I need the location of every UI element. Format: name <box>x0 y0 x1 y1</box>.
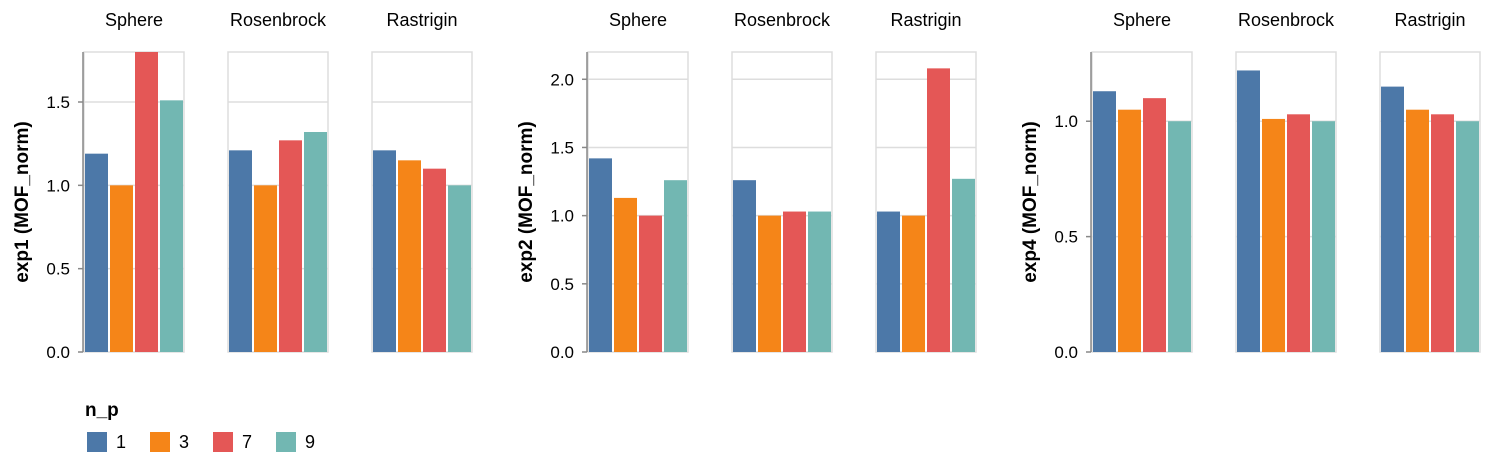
facet-title: Rastrigin <box>890 10 961 30</box>
legend-title: n_p <box>85 400 119 421</box>
bar <box>614 197 637 352</box>
facet-title: Rosenbrock <box>230 10 327 30</box>
bar <box>135 52 158 352</box>
bar <box>1287 114 1310 352</box>
bar <box>254 185 277 352</box>
legend-swatch <box>87 432 107 452</box>
bar <box>85 153 108 352</box>
y-tick-label: 0.5 <box>550 275 574 294</box>
bar <box>877 211 900 352</box>
y-tick-label: 0.0 <box>1054 343 1078 362</box>
bar <box>1143 98 1166 353</box>
legend-swatch <box>150 432 170 452</box>
bar <box>952 178 975 352</box>
y-tick-label: 1.5 <box>46 93 70 112</box>
y-tick-label: 2.0 <box>550 70 574 89</box>
bar <box>1168 121 1191 352</box>
bar <box>229 150 252 352</box>
y-tick-label: 1.0 <box>550 207 574 226</box>
y-tick-label: 1.0 <box>46 176 70 195</box>
facet-title: Sphere <box>1113 10 1171 30</box>
bar <box>664 180 687 352</box>
facet-title: Rastrigin <box>386 10 457 30</box>
bar <box>398 160 421 352</box>
bar <box>110 185 133 352</box>
bar <box>927 68 950 352</box>
bar <box>1456 121 1479 352</box>
facet-title: Sphere <box>609 10 667 30</box>
facet-panel <box>1379 51 1481 353</box>
bar <box>304 132 327 352</box>
bar <box>589 158 612 352</box>
facet-title: Rosenbrock <box>1238 10 1335 30</box>
legend-label: 1 <box>116 432 126 452</box>
y-axis-title: exp2 (MOF_norm) <box>516 121 537 283</box>
bar <box>1406 109 1429 352</box>
bar <box>758 215 781 352</box>
y-axis-title: exp4 (MOF_norm) <box>1020 121 1041 283</box>
facet-panel <box>731 51 833 353</box>
bar <box>783 211 806 352</box>
facet-panel <box>83 51 185 353</box>
legend-label: 3 <box>179 432 189 452</box>
bar <box>1093 91 1116 352</box>
bar <box>808 211 831 352</box>
bar <box>902 215 925 352</box>
facet-panel <box>1235 51 1337 353</box>
bar <box>639 215 662 352</box>
bar <box>279 140 302 352</box>
legend-label: 9 <box>305 432 315 452</box>
bar <box>160 100 183 352</box>
facet-title: Sphere <box>105 10 163 30</box>
y-tick-label: 1.0 <box>1054 112 1078 131</box>
y-tick-label: 1.5 <box>550 138 574 157</box>
y-tick-label: 0.5 <box>46 260 70 279</box>
bar <box>1237 70 1260 352</box>
y-tick-label: 0.5 <box>1054 228 1078 247</box>
bar <box>1381 86 1404 352</box>
bar <box>1118 109 1141 352</box>
y-axis-title: exp1 (MOF_norm) <box>12 121 33 283</box>
legend-label: 7 <box>242 432 252 452</box>
bar <box>1262 118 1285 352</box>
y-tick-label: 0.0 <box>550 343 574 362</box>
y-tick-label: 0.0 <box>46 343 70 362</box>
legend-swatch <box>276 432 296 452</box>
facet-panel <box>1091 51 1193 353</box>
facet-title: Rastrigin <box>1394 10 1465 30</box>
bar <box>373 150 396 352</box>
bar <box>1312 121 1335 352</box>
legend-swatch <box>213 432 233 452</box>
bar <box>448 185 471 352</box>
bar <box>1431 114 1454 352</box>
facet-panel <box>227 51 329 353</box>
facet-panel <box>587 51 689 353</box>
facet-panel <box>875 51 977 353</box>
facet-title: Rosenbrock <box>734 10 831 30</box>
facet-panel <box>371 51 473 353</box>
bar <box>733 180 756 352</box>
bar <box>423 168 446 352</box>
